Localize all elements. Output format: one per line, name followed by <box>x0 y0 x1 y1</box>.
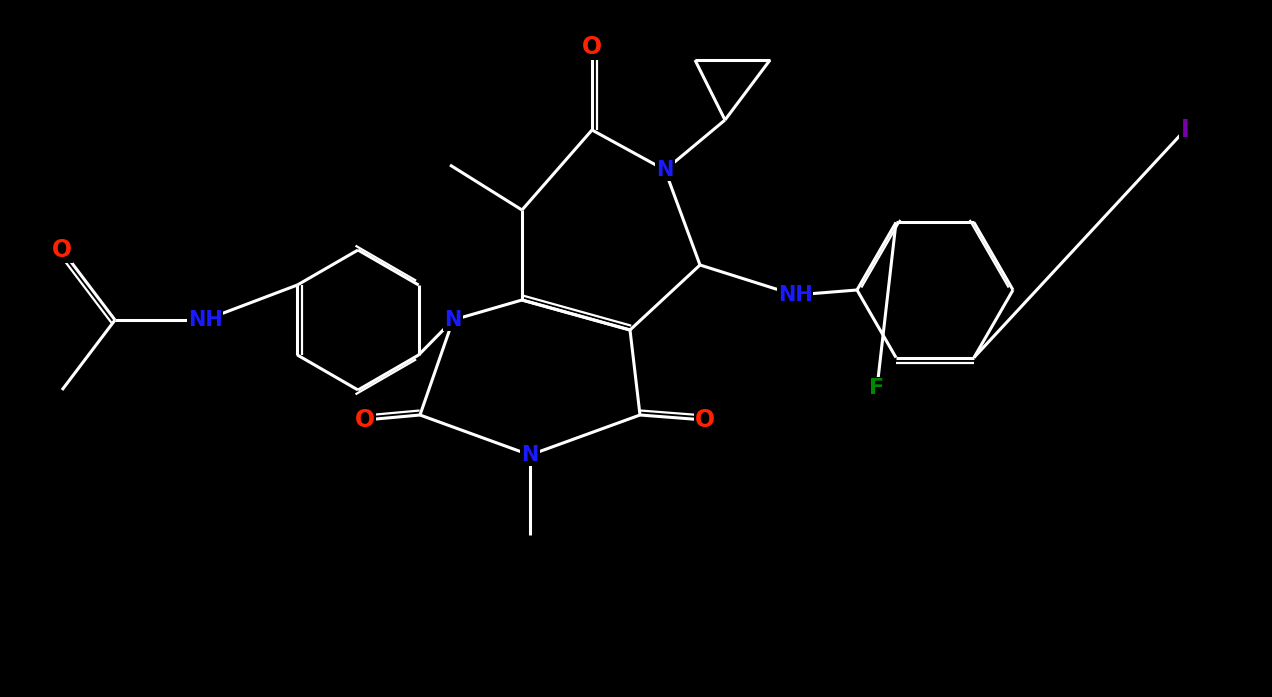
Text: O: O <box>52 238 73 262</box>
Text: NH: NH <box>777 285 813 305</box>
Text: O: O <box>581 35 602 59</box>
Text: NH: NH <box>188 310 223 330</box>
Text: N: N <box>444 310 462 330</box>
Text: O: O <box>695 408 715 432</box>
Text: N: N <box>656 160 674 180</box>
Text: O: O <box>355 408 375 432</box>
Text: N: N <box>522 445 538 465</box>
Text: I: I <box>1180 118 1189 142</box>
Text: F: F <box>870 378 884 398</box>
